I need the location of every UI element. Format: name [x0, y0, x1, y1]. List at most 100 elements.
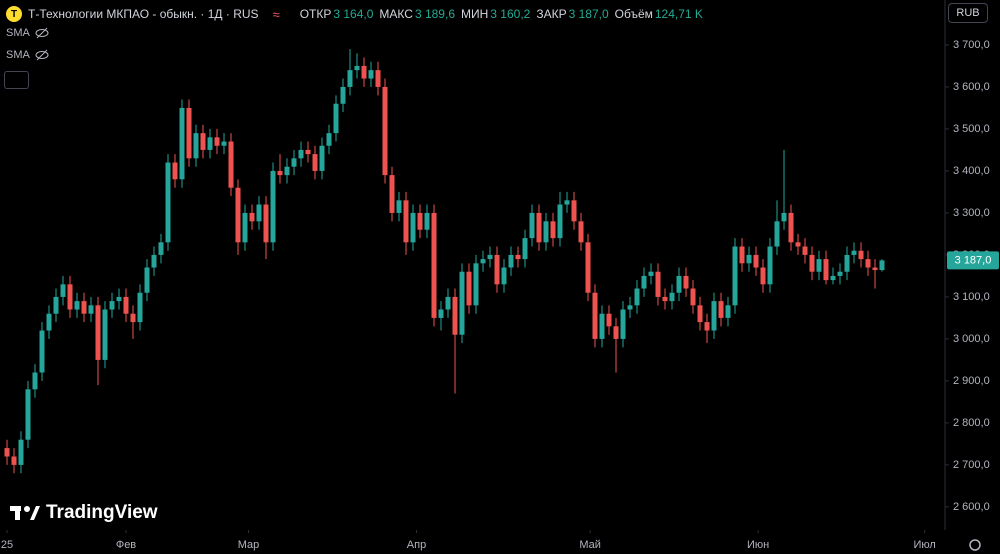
- delay-icon: ≈: [272, 6, 280, 22]
- indicator-row[interactable]: SMA: [6, 49, 50, 61]
- ohlc-value: 3 189,6: [414, 7, 455, 21]
- candle-body: [74, 301, 80, 310]
- candle-body: [795, 242, 801, 247]
- candle-body: [137, 292, 143, 323]
- y-tick-label: 2 700,0: [953, 459, 990, 471]
- candle-body: [515, 254, 521, 260]
- candle-body: [571, 200, 577, 222]
- y-tick-label: 3 400,0: [953, 165, 990, 177]
- candle-body: [592, 292, 598, 339]
- candle-body: [536, 212, 542, 243]
- candle-body: [655, 271, 661, 297]
- candle-body: [739, 246, 745, 264]
- brand-name: TradingView: [46, 502, 158, 523]
- candle-body: [718, 301, 724, 318]
- candle-body: [732, 246, 738, 306]
- candle-body: [165, 162, 171, 243]
- candle-body: [4, 448, 10, 457]
- candle-body: [396, 200, 402, 213]
- y-tick-label: 2 600,0: [953, 501, 990, 513]
- candle-body: [564, 200, 570, 205]
- candle-body: [67, 284, 73, 310]
- hidden-icon[interactable]: [34, 49, 50, 61]
- y-tick-label: 3 600,0: [953, 81, 990, 93]
- candle-body: [375, 70, 381, 87]
- candle-body: [214, 137, 220, 146]
- candle-body: [277, 170, 283, 176]
- candle-body: [529, 212, 535, 239]
- candle-body: [158, 242, 164, 255]
- candle-body: [207, 137, 213, 150]
- candle-body: [382, 86, 388, 176]
- candle-body: [305, 149, 311, 155]
- candle-body: [326, 133, 332, 146]
- ohlc-label: Объём: [614, 7, 653, 21]
- candle-body: [389, 175, 395, 213]
- indicator-name: SMA: [6, 49, 30, 61]
- ohlc-label: МАКС: [379, 7, 413, 21]
- ohlc-label: ЗАКР: [536, 7, 567, 21]
- y-tick-label: 3 000,0: [953, 333, 990, 345]
- y-tick-label: 3 700,0: [953, 39, 990, 51]
- candle-body: [844, 254, 850, 272]
- x-tick-label: Июл: [914, 539, 936, 551]
- candle-body: [452, 296, 458, 335]
- candle-body: [809, 254, 815, 272]
- ohlc-value: 124,71 K: [654, 7, 703, 21]
- symbol-title[interactable]: Т-Технологии МКПАО - обыкн. · 1Д · RUS: [28, 7, 259, 21]
- candle-body: [704, 322, 710, 331]
- candle-body: [613, 326, 619, 339]
- candle-body: [578, 221, 584, 243]
- candle-body: [200, 133, 206, 150]
- candle-body: [550, 221, 556, 239]
- candle-body: [242, 212, 248, 243]
- candle-body: [669, 292, 675, 302]
- candle-body: [235, 187, 241, 243]
- settings-icon[interactable]: [969, 539, 981, 551]
- candle-body: [347, 70, 353, 87]
- symbol-header: Т Т-Технологии МКПАО - обыкн. · 1Д · RUS…: [6, 4, 703, 24]
- candle-body: [438, 309, 444, 318]
- candle-body: [102, 309, 108, 360]
- x-tick-label: 25: [1, 539, 13, 551]
- candle-body: [606, 313, 612, 327]
- candle-body: [711, 301, 717, 331]
- candle-body: [88, 305, 94, 314]
- y-tick-label: 2 900,0: [953, 375, 990, 387]
- candle-body: [151, 254, 157, 268]
- candle-body: [816, 259, 822, 272]
- candle-body: [480, 259, 486, 264]
- x-tick-label: Апр: [407, 539, 426, 551]
- candle-body: [298, 149, 304, 159]
- collapse-button[interactable]: [4, 71, 29, 89]
- candle-body: [543, 221, 549, 243]
- candle-body: [473, 263, 479, 306]
- branding: TradingView: [10, 502, 158, 524]
- candle-body: [823, 259, 829, 281]
- candle-body: [753, 254, 759, 268]
- candle-body: [18, 439, 24, 465]
- brand-logo: [10, 506, 40, 520]
- candle-body: [270, 170, 276, 243]
- candle-body: [781, 212, 787, 222]
- x-tick-label: Мар: [238, 539, 260, 551]
- candle-body: [172, 162, 178, 180]
- candle-body: [676, 275, 682, 293]
- ohlc-values: ОТКР 3 164,0 МАКС 3 189,6 МИН 3 160,2 ЗАКР 3 18…: [294, 7, 703, 21]
- candle-body: [263, 204, 269, 243]
- candle-body: [291, 158, 297, 167]
- candle-body: [95, 305, 101, 360]
- indicator-row[interactable]: SMA: [6, 27, 50, 39]
- candle-body: [858, 250, 864, 260]
- candle-body: [424, 212, 430, 230]
- symbol-logo[interactable]: Т: [6, 6, 22, 22]
- hidden-icon[interactable]: [34, 27, 50, 39]
- y-tick-label: 2 800,0: [953, 417, 990, 429]
- candle-body: [431, 212, 437, 318]
- ohlc-value: 3 164,0: [333, 7, 374, 21]
- candle-body: [725, 305, 731, 318]
- currency-button[interactable]: RUB: [948, 3, 988, 23]
- candle-body: [417, 212, 423, 230]
- x-tick-label: Июн: [747, 539, 769, 551]
